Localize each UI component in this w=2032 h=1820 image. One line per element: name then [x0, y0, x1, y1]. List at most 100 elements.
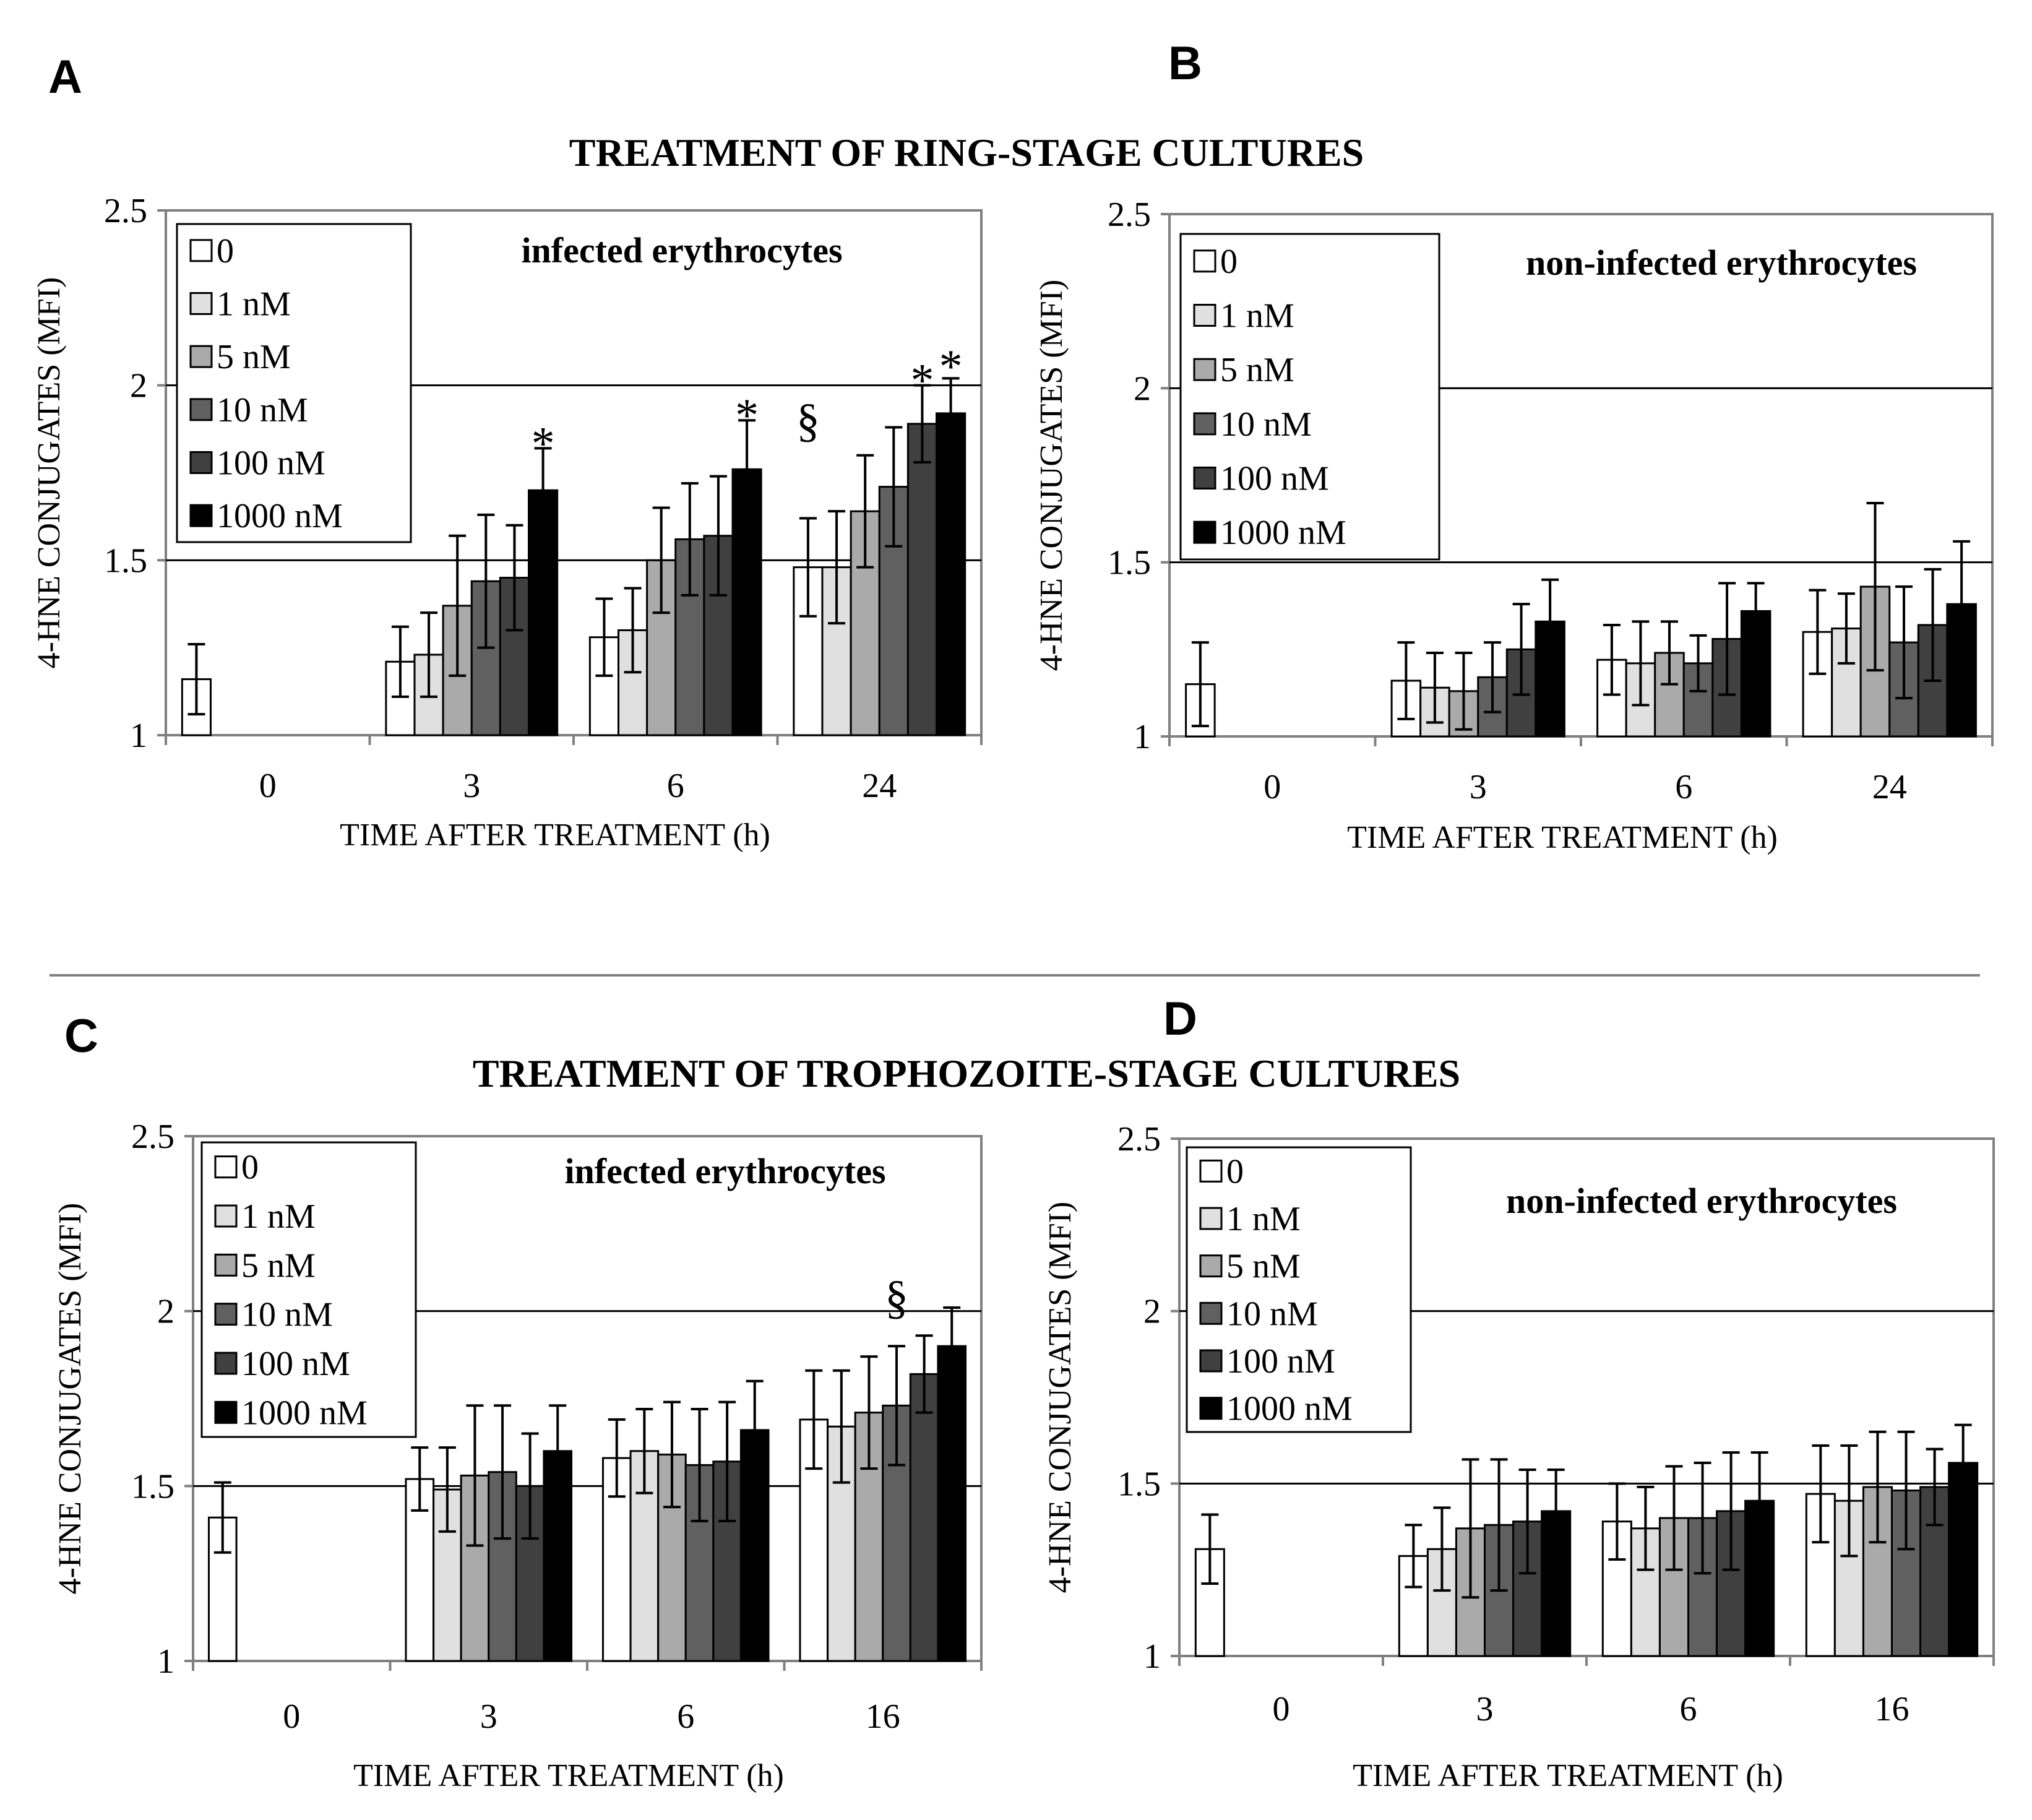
y-tick-label: 1.5 — [104, 541, 147, 580]
y-tick-label: 2.5 — [1117, 1120, 1161, 1158]
legend-label: 10 nM — [217, 391, 308, 429]
legend-box — [176, 223, 412, 543]
y-axis-label: 4-HNE CONJUGATES (MFI) — [53, 1203, 88, 1595]
x-tick-label: 16 — [1875, 1690, 1909, 1728]
legend-label: 10 nM — [1226, 1295, 1318, 1333]
x-tick-label: 6 — [667, 767, 684, 805]
x-tick-label: 3 — [480, 1697, 497, 1736]
significance-marker: * — [939, 340, 963, 392]
legend-swatch — [214, 1204, 238, 1228]
legend-label: 10 nM — [1220, 405, 1312, 444]
legend-swatch — [214, 1352, 238, 1375]
legend-label: 1 nM — [217, 285, 291, 324]
legend-label: 100 nM — [241, 1345, 350, 1383]
panel-letter-b: B — [1168, 37, 1202, 90]
bar — [601, 1457, 632, 1662]
legend-label: 5 nM — [217, 338, 291, 376]
bar — [1426, 1548, 1457, 1657]
legend-swatch — [1199, 1301, 1223, 1325]
legend-swatch — [189, 345, 213, 368]
legend-label: 1 nM — [1226, 1200, 1301, 1238]
y-tick-label: 2 — [1143, 1293, 1161, 1331]
x-tick-label: 0 — [259, 767, 277, 805]
section-title-trophozoite: TREATMENT OF TROPHOZOITE-STAGE CULTURES — [473, 1051, 1460, 1095]
y-tick-label: 1 — [1143, 1637, 1161, 1676]
x-tick-label: 3 — [1476, 1690, 1494, 1728]
legend-label: 100 nM — [1220, 460, 1329, 498]
legend-swatch — [1193, 358, 1216, 381]
bar — [882, 1404, 911, 1662]
x-tick-label: 16 — [866, 1697, 900, 1736]
legend-swatch — [1199, 1349, 1223, 1373]
bar — [906, 423, 938, 736]
legend-label: 5 nM — [1220, 351, 1294, 389]
legend-label: 100 nM — [1226, 1342, 1335, 1381]
panel-letter-d: D — [1163, 993, 1197, 1045]
legend-label: 0 — [241, 1149, 259, 1187]
legend-swatch — [1193, 304, 1216, 327]
x-tick-label: 0 — [1273, 1690, 1290, 1728]
y-tick-label: 1 — [1134, 718, 1151, 756]
x-tick-label: 0 — [283, 1697, 300, 1736]
y-tick-label: 2 — [130, 367, 147, 405]
legend-swatch — [1199, 1207, 1223, 1230]
bar — [1654, 652, 1685, 738]
chart-title: infected erythrocytes — [564, 1151, 885, 1191]
legend-label: 1 nM — [241, 1197, 316, 1236]
legend-box — [1186, 1146, 1412, 1433]
x-tick-label: 24 — [862, 767, 897, 805]
y-tick-label: 2.5 — [1108, 196, 1151, 234]
significance-marker: * — [735, 390, 759, 442]
legend-swatch — [189, 504, 213, 527]
chart-title: non-infected erythrocytes — [1506, 1181, 1897, 1221]
bar — [936, 412, 966, 736]
y-tick-label: 1.5 — [1108, 544, 1151, 582]
legend-label: 5 nM — [241, 1246, 316, 1285]
x-tick-label: 3 — [1470, 768, 1487, 806]
legend-label: 1000 nM — [241, 1394, 368, 1432]
legend-label: 5 nM — [1226, 1248, 1301, 1286]
legend-label: 0 — [217, 232, 234, 270]
chart-panel-b: 1 1.5 2 2.5 0 3 6 24 0 1 nM 5 nM 10 nM 100 nM 1000 nM… — [1034, 196, 1994, 855]
y-axis-label: 4-HNE CONJUGATES (MFI) — [1034, 280, 1069, 671]
legend-label: 0 — [1220, 243, 1238, 281]
x-axis-label: TIME AFTER TREATMENT (h) — [353, 1758, 784, 1793]
legend-swatch — [1199, 1254, 1223, 1278]
legend-swatch — [214, 1155, 238, 1179]
y-tick-label: 2 — [1134, 369, 1151, 408]
legend-swatch — [189, 451, 213, 474]
chart-panel-d: 1 1.5 2 2.5 0 3 6 16 0 1 nM 5 nM 10 nM 100 nM 1000 nM… — [1043, 1120, 1995, 1793]
x-tick-label: 0 — [1264, 768, 1281, 806]
x-tick-label: 6 — [677, 1697, 694, 1736]
legend-label: 1000 nM — [1226, 1390, 1353, 1428]
significance-marker: * — [532, 418, 555, 470]
chart-title: non-infected erythrocytes — [1526, 243, 1917, 283]
x-axis-label: TIME AFTER TREATMENT (h) — [1353, 1758, 1783, 1793]
legend-swatch — [1193, 520, 1216, 544]
legend-swatch — [1193, 249, 1216, 273]
legend-label: 100 nM — [217, 444, 325, 483]
x-tick-label: 6 — [1675, 768, 1692, 806]
y-axis-label: 4-HNE CONJUGATES (MFI) — [1043, 1202, 1078, 1594]
legend-swatch — [1193, 467, 1216, 490]
chart-panel-c: 1 1.5 2 2.5 0 3 6 16 § 0 1 nM 5 nM 10 nM 100 nM 1000 n… — [53, 1118, 983, 1793]
panel-letter-c: C — [64, 1010, 98, 1063]
bar — [909, 1373, 939, 1662]
legend-label: 1 nM — [1220, 297, 1294, 335]
x-tick-label: 6 — [1680, 1690, 1697, 1728]
legend-label: 0 — [1226, 1152, 1244, 1191]
legend-label: 1000 nM — [1220, 514, 1346, 552]
y-tick-label: 1 — [157, 1642, 174, 1681]
legend-label: 1000 nM — [217, 497, 343, 535]
significance-marker: § — [885, 1272, 908, 1324]
legend-swatch — [214, 1253, 238, 1277]
legend-swatch — [214, 1303, 238, 1326]
legend-swatch — [1193, 412, 1216, 436]
y-tick-label: 2.5 — [104, 192, 147, 230]
y-tick-label: 1 — [130, 717, 147, 755]
x-tick-label: 3 — [463, 767, 480, 805]
bar — [937, 1345, 967, 1662]
significance-marker: § — [796, 395, 820, 447]
